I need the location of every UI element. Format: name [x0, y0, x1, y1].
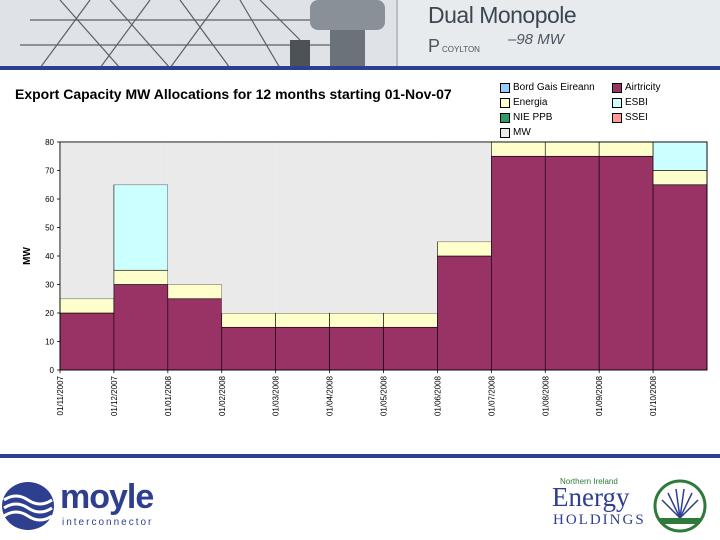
legend-item-ssei: SSEI: [612, 112, 648, 123]
x-tick-label: 01/11/2007: [56, 375, 65, 415]
sunburst-logo-icon: [653, 479, 707, 533]
area-segment-airtricity: [437, 255, 492, 371]
area-segment-airtricity: [113, 284, 169, 371]
x-tick-label: 01/04/2008: [326, 375, 335, 416]
chart-container: 0 10 20 30 40 50 60 70 80 MW 01/11/2007 01/12/2007 0…: [0, 130, 720, 430]
area-segment-airtricity: [329, 326, 384, 371]
legend-label: Energia: [513, 97, 548, 108]
legend-label: NIE PPB: [513, 112, 553, 123]
legend-swatch: [612, 112, 622, 123]
legend-swatch: [500, 112, 510, 123]
x-tick-label: 01/06/2008: [433, 375, 442, 416]
area-segment-energia: [383, 312, 438, 328]
legend-swatch: [500, 97, 510, 108]
area-segment-energia: [167, 284, 223, 300]
nieh-logo-top: Northern Ireland: [560, 477, 618, 486]
top-divider: [0, 66, 720, 70]
legend-item-esbi: ESBI: [612, 97, 648, 108]
area-segment-airtricity: [652, 184, 708, 371]
area-segment-energia: [329, 312, 384, 328]
y-tick-label: 20: [45, 309, 54, 318]
y-tick-label: 50: [45, 224, 54, 233]
area-segment-airtricity: [167, 298, 223, 371]
moyle-logo-text: moyle: [60, 478, 154, 516]
area-segment-airtricity: [383, 326, 438, 371]
y-tick-label: 10: [45, 338, 54, 347]
sign-title: Dual Monopole: [428, 2, 577, 28]
legend-label: SSEI: [625, 112, 648, 123]
legend-swatch: [500, 127, 510, 138]
area-segment-mw: [437, 142, 492, 242]
legend-item-airtricity: Airtricity: [612, 82, 661, 93]
area-segment-energia: [59, 298, 115, 314]
y-tick-label: 70: [45, 167, 54, 176]
area-segment-mw: [275, 142, 330, 313]
area-segment-energia: [221, 312, 276, 328]
legend-label: MW: [513, 127, 531, 138]
y-tick-label: 30: [45, 281, 54, 290]
header-banner-photo: Dual Monopole P COYLTON –98 MW: [0, 0, 720, 68]
area-segment-energia: [113, 269, 169, 285]
y-tick-label: 60: [45, 195, 54, 204]
area-segment-mw: [60, 142, 114, 299]
chart-title: Export Capacity MW Allocations for 12 mo…: [15, 86, 452, 102]
legend-item-nie-ppb: NIE PPB: [500, 112, 552, 123]
area-segment-airtricity: [491, 155, 546, 371]
legend-item-bord-gais: Bord Gais Eireann: [500, 82, 595, 93]
x-tick-label: 01/09/2008: [595, 375, 604, 416]
nieh-logo-energy: Energy: [552, 482, 630, 512]
area-segment-mw: [329, 142, 384, 313]
legend-swatch: [500, 82, 510, 93]
x-tick-label: 01/05/2008: [380, 375, 389, 416]
legend-label: ESBI: [625, 97, 648, 108]
x-tick-label: 01/03/2008: [272, 375, 281, 416]
area-segment-energia: [598, 141, 654, 157]
area-segment-airtricity: [221, 326, 276, 371]
legend-label: Airtricity: [625, 82, 661, 93]
moyle-wave-logo-icon: [2, 482, 54, 530]
stacked-area-chart: 0 10 20 30 40 50 60 70 80 MW 01/11/2007 01/12/2007 0…: [22, 138, 708, 416]
legend-item-energia: Energia: [500, 97, 547, 108]
bottom-divider: [0, 454, 720, 458]
area-segment-energia: [437, 241, 492, 257]
area-segment-energia: [652, 170, 708, 186]
legend-swatch: [612, 97, 622, 108]
area-segment-mw: [221, 142, 276, 313]
area-segment-airtricity: [544, 155, 600, 371]
legend-label: Bord Gais Eireann: [513, 82, 595, 93]
area-segment-mw: [383, 142, 438, 313]
area-segment-mw: [167, 142, 222, 285]
y-tick-label: 80: [45, 138, 54, 147]
x-tick-label: 01/07/2008: [487, 375, 496, 416]
area-segment-energia: [544, 141, 600, 157]
sign-sub: P COYLTON: [428, 36, 480, 56]
area-segment-mw: [113, 142, 168, 185]
y-axis-label: MW: [22, 247, 33, 265]
nieh-logo-holdings: HOLDINGS: [553, 512, 646, 528]
area-segment-energia: [491, 141, 546, 157]
x-tick-label: 01/08/2008: [541, 375, 550, 416]
x-tick-label: 01/02/2008: [218, 375, 227, 416]
legend-swatch: [612, 82, 622, 93]
area-segment-esbi: [113, 184, 169, 271]
area-segment-esbi: [652, 141, 708, 171]
sign-value: –98 MW: [508, 31, 564, 48]
dual-monopole-sign: Dual Monopole P COYLTON –98 MW: [396, 0, 720, 68]
area-segment-airtricity: [59, 312, 115, 371]
y-tick-label: 0: [50, 366, 55, 375]
x-tick-label: 01/10/2008: [649, 375, 658, 416]
area-segment-energia: [275, 312, 330, 328]
moyle-logo-subtext: interconnector: [62, 517, 154, 528]
y-tick-label: 40: [45, 252, 54, 261]
area-segment-airtricity: [598, 155, 654, 371]
pylon-illustration: [0, 0, 400, 68]
x-tick-label: 01/12/2007: [110, 375, 119, 416]
x-tick-label: 01/01/2008: [164, 375, 173, 416]
legend-item-mw: MW: [500, 127, 531, 138]
area-segment-airtricity: [275, 326, 330, 371]
